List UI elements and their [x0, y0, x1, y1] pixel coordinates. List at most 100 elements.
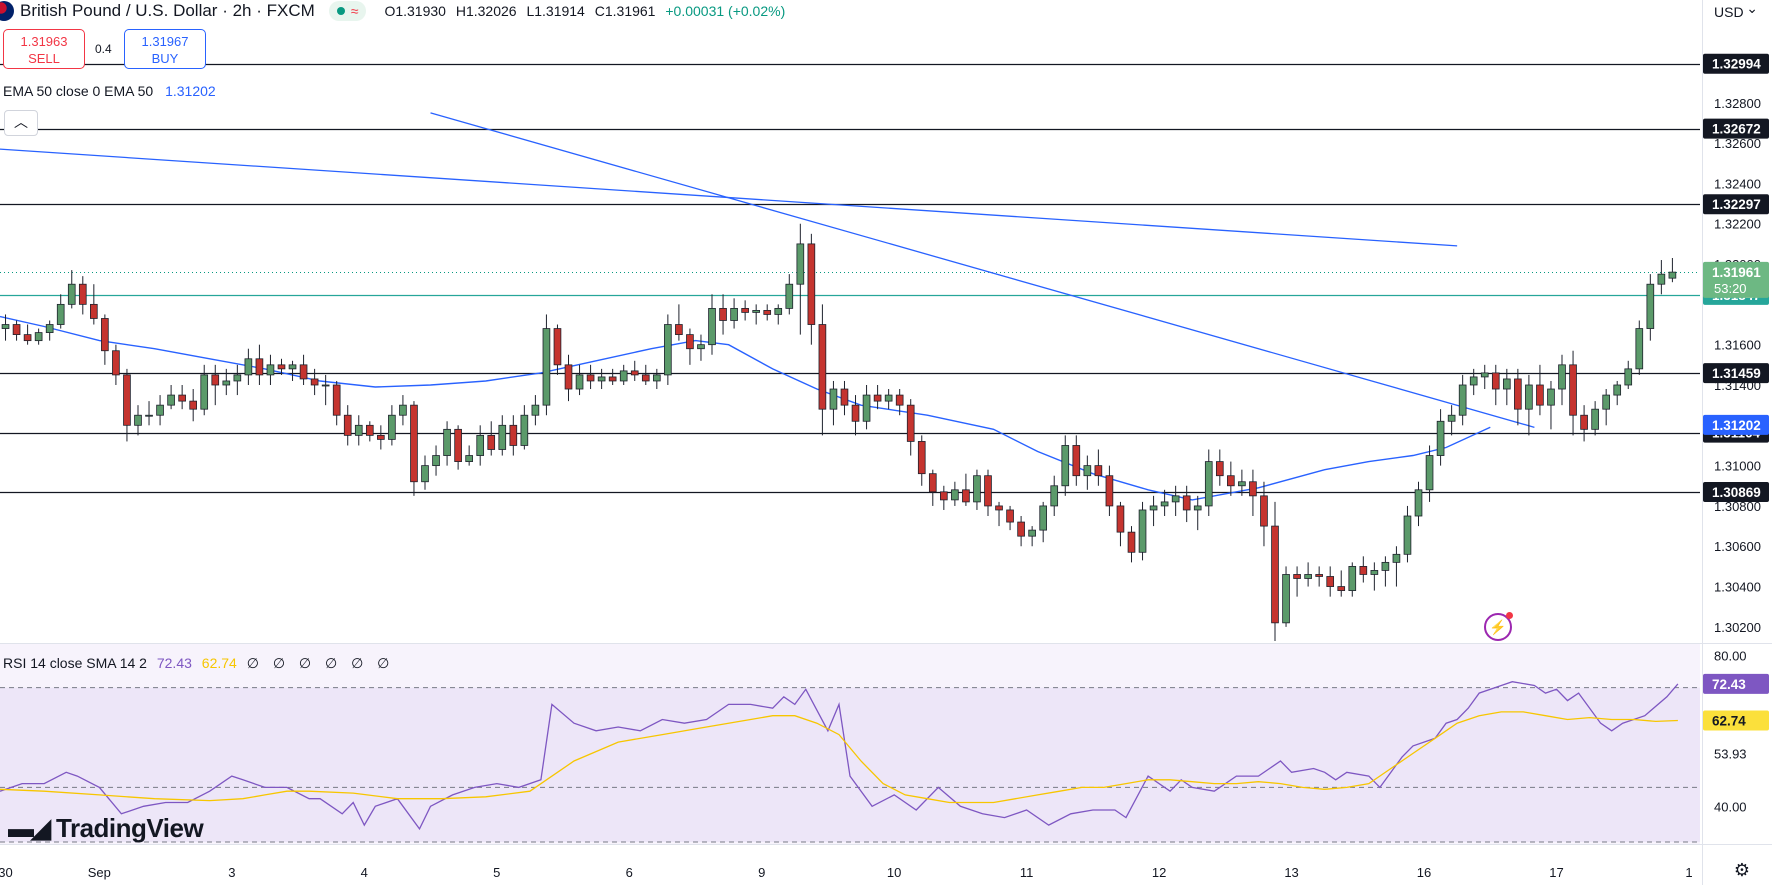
candle-body-60 [664, 324, 672, 376]
bar-countdown: 53:20 [1714, 281, 1747, 296]
candle-body-115 [1271, 525, 1279, 624]
tradingview-logo[interactable]: ▬◢ TradingView [8, 813, 204, 844]
candle-body-5 [56, 303, 65, 325]
candle-body-130 [1436, 420, 1445, 456]
candle-body-59 [652, 374, 661, 382]
candle-body-81 [895, 394, 904, 406]
candle-body-9 [101, 318, 109, 352]
price-tick-label: 1.31600 [1714, 338, 1761, 353]
candle-body-22 [244, 358, 253, 376]
market-status-pill[interactable]: ≈ [328, 1, 367, 21]
chevron-up-icon: ︿ [14, 114, 28, 130]
time-tick-label: 5 [493, 865, 500, 880]
candle-body-13 [145, 414, 153, 417]
candle-body-94 [1039, 505, 1048, 531]
candle-body-88 [973, 475, 981, 503]
price-tags: 1.329941.326721.322971.314591.311641.308… [1703, 53, 1769, 731]
candle-body-39 [432, 455, 440, 467]
candle-body-41 [454, 428, 462, 462]
gear-icon[interactable]: ⚙ [1733, 860, 1751, 880]
rsi-band-fill [0, 687, 1700, 842]
candle-body-72 [796, 243, 805, 285]
candle-body-144 [1591, 408, 1599, 430]
candle-body-37 [410, 404, 418, 483]
candle-body-12 [134, 414, 142, 426]
candle-body-138 [1525, 384, 1533, 410]
collapse-legend-button[interactable]: ︿ [4, 110, 38, 136]
candle-body-109 [1204, 461, 1213, 507]
candle-body-113 [1249, 481, 1257, 497]
candle-body-74 [818, 324, 827, 410]
candle-body-36 [399, 404, 407, 416]
rsi-tick-label: 53.93 [1714, 747, 1747, 762]
candle-body-121 [1337, 586, 1346, 591]
candle-body-30 [332, 384, 341, 416]
buy-label: BUY [151, 51, 179, 66]
candle-body-107 [1182, 495, 1191, 511]
candle-body-66 [730, 307, 738, 321]
candle-body-92 [1017, 521, 1025, 537]
rsi-sma-line [0, 711, 1678, 804]
candle-body-124 [1370, 570, 1379, 575]
candle-body-43 [476, 434, 485, 456]
lightning-alert-icon[interactable]: ⚡ [1484, 612, 1513, 641]
price-tick-label: 1.32800 [1714, 96, 1761, 111]
candle-body-131 [1447, 414, 1456, 422]
candle-body-99 [1094, 465, 1103, 477]
candle-body-89 [984, 475, 992, 507]
candle-body-21 [233, 374, 242, 382]
candle-body-14 [156, 404, 164, 416]
candle-body-53 [586, 374, 595, 382]
candle-body-47 [520, 414, 529, 446]
candle-body-1 [12, 324, 21, 336]
candle-body-96 [1061, 445, 1070, 487]
open-value: O1.31930 [384, 3, 446, 19]
candle-body-132 [1458, 384, 1467, 416]
candle-body-108 [1193, 505, 1202, 511]
candle-body-80 [884, 394, 893, 402]
price-levels [0, 63, 1700, 494]
candle-body-117 [1293, 574, 1301, 579]
candle-body-103 [1138, 509, 1147, 553]
candle-body-32 [354, 424, 363, 436]
candle-body-145 [1602, 394, 1610, 410]
candle-body-136 [1502, 378, 1511, 390]
level-tag-2: 1.32297 [1712, 197, 1761, 212]
gbp-flag-icon [0, 1, 14, 21]
candle-body-51 [564, 364, 573, 390]
time-tick-label: 12 [1152, 865, 1166, 880]
candle-body-35 [388, 414, 396, 440]
candle-body-101 [1116, 505, 1125, 533]
symbol-title[interactable]: British Pound / U.S. Dollar · 2h · FXCM [20, 1, 315, 20]
candle-body-106 [1171, 495, 1180, 503]
candle-body-17 [189, 400, 198, 410]
rsi-value-tag-bg [1703, 673, 1769, 694]
sell-button[interactable]: 1.31963 SELL [3, 29, 85, 69]
sell-price: 1.31963 [20, 34, 68, 49]
ema-legend[interactable]: EMA 50 close 0 EMA 50 1.31202 [3, 83, 216, 99]
candle-body-15 [167, 394, 175, 406]
time-tick-label: 17 [1549, 865, 1563, 880]
candle-body-73 [807, 243, 816, 325]
low-value: L1.31914 [526, 3, 585, 19]
candle-body-18 [200, 374, 209, 410]
candle-body-140 [1547, 388, 1555, 406]
candle-body-55 [608, 376, 617, 382]
candle-body-16 [178, 394, 186, 402]
candle-body-150 [1657, 273, 1666, 285]
rsi-tick-label: 80.00 [1714, 648, 1747, 663]
currency-selector[interactable]: USD [1702, 0, 1764, 24]
candle-body-42 [465, 455, 473, 462]
candle-body-83 [917, 441, 926, 475]
candle-body-90 [995, 505, 1003, 511]
rsi-legend[interactable]: RSI 14 close SMA 14 2 72.43 62.74 ∅ ∅ ∅ … [3, 655, 394, 672]
rsi-legend-name: RSI 14 close SMA 14 2 [3, 655, 147, 671]
level-tag-5: 1.30869 [1712, 485, 1761, 500]
buy-button[interactable]: 1.31967 BUY [124, 29, 206, 69]
level-tag-0: 1.32994 [1712, 57, 1761, 72]
price-tick-label: 1.30200 [1714, 620, 1761, 635]
time-tick-label: Sep [88, 865, 111, 880]
rsi-legend-empty-values: ∅ ∅ ∅ ∅ ∅ ∅ [246, 655, 395, 671]
candle-body-143 [1580, 414, 1588, 430]
